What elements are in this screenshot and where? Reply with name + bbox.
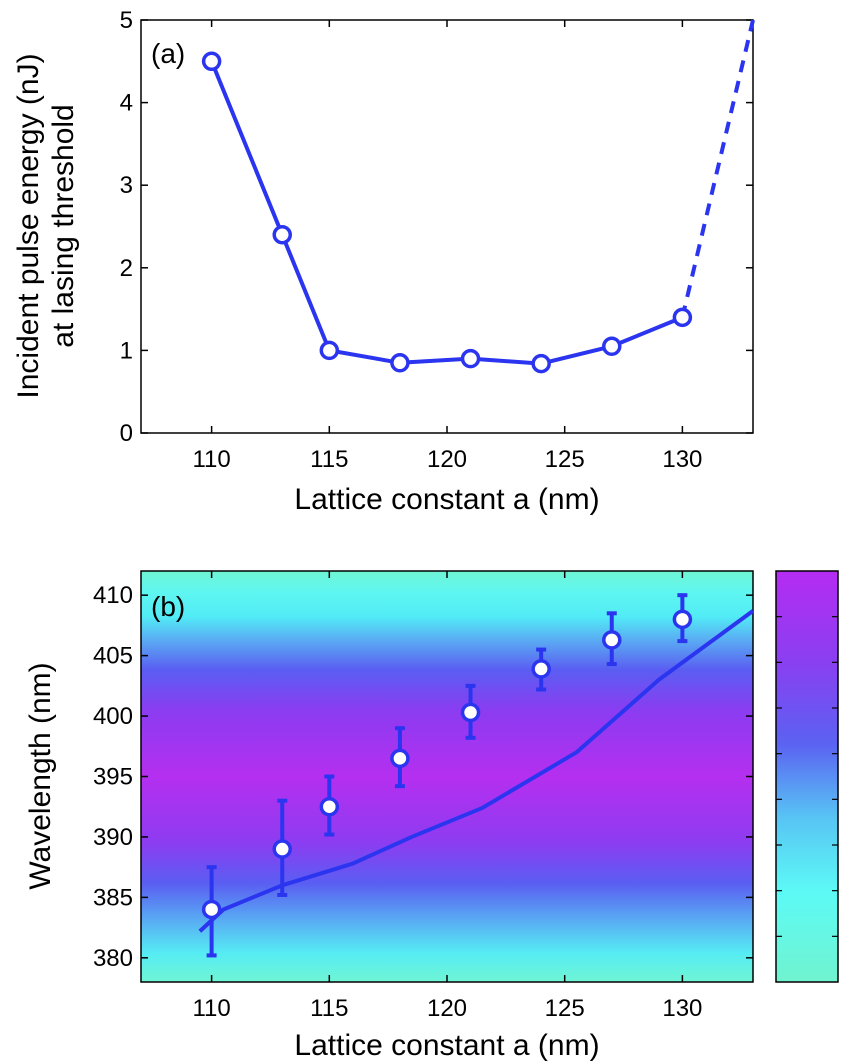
wavelength-data-point bbox=[460, 702, 481, 723]
wavelength-data-point bbox=[272, 839, 292, 859]
panel-a-x-axis-title: Lattice constant a (nm) bbox=[294, 483, 599, 516]
panel-b-x-tick-label: 130 bbox=[662, 995, 702, 1022]
threshold-data-point bbox=[201, 51, 222, 72]
panel-a-threshold-chart: 110 115 120 125 130 0 1 2 3 4 5 (a) Lattice consta… bbox=[12, 7, 755, 516]
panel-a-x-tick-label: 125 bbox=[545, 446, 585, 473]
panel-b-x-tick-label: 115 bbox=[310, 995, 348, 1022]
threshold-data-point bbox=[672, 307, 693, 328]
panel-a-y-tick-label: 1 bbox=[120, 337, 133, 364]
wavelength-data-point bbox=[319, 796, 340, 817]
wavelength-data-point bbox=[602, 630, 622, 650]
panel-b-spectral-map bbox=[141, 571, 753, 982]
wavelength-data-point bbox=[390, 748, 410, 769]
panel-b-y-tick-label: 405 bbox=[93, 643, 133, 670]
threshold-data-point bbox=[531, 353, 551, 374]
panel-b-series bbox=[198, 593, 755, 958]
panel-a-x-tick-label: 115 bbox=[310, 446, 348, 473]
wavelength-data-point bbox=[201, 899, 222, 920]
panel-b-x-tick-label: 120 bbox=[427, 995, 467, 1022]
colorbar-gradient bbox=[775, 570, 839, 983]
panel-b-y-tick-label: 390 bbox=[93, 824, 133, 851]
panel-a-series bbox=[201, 19, 755, 374]
panel-b-y-axis-title: Wavelength (nm) bbox=[24, 662, 57, 889]
panel-b-label: (b) bbox=[151, 591, 185, 622]
panel-a-y-tick-label: 5 bbox=[120, 7, 133, 34]
wavelength-data-point bbox=[531, 659, 551, 679]
panel-a-y-tick-label: 4 bbox=[120, 90, 133, 117]
panel-b-x-axis-title: Lattice constant a (nm) bbox=[294, 1029, 599, 1062]
wavelength-model-line bbox=[198, 609, 755, 933]
panel-a-y-tick-label: 2 bbox=[120, 255, 133, 282]
panel-b-ticks bbox=[141, 571, 753, 982]
panel-b-y-tick-label: 385 bbox=[93, 884, 133, 911]
panel-a-ticks bbox=[141, 19, 753, 434]
threshold-data-point bbox=[460, 348, 481, 369]
panel-b-y-tick-label: 400 bbox=[93, 703, 133, 730]
panel-a-x-tick-label: 110 bbox=[192, 446, 230, 473]
panel-a-y-tick-label: 3 bbox=[120, 172, 133, 199]
threshold-data-point bbox=[319, 340, 340, 361]
panel-a-tick-labels: 110 115 120 125 130 0 1 2 3 4 5 bbox=[120, 7, 703, 473]
threshold-series-line bbox=[209, 60, 684, 366]
panel-a-plot-frame bbox=[140, 19, 754, 434]
wavelength-data-point bbox=[672, 609, 693, 630]
threshold-data-point bbox=[272, 225, 292, 245]
panel-b-y-tick-label: 410 bbox=[93, 582, 133, 609]
panel-a-label: (a) bbox=[151, 38, 185, 69]
panel-a-y-axis-title-line2: at lasing threshold bbox=[47, 104, 80, 348]
colorbar-ticks bbox=[776, 616, 838, 937]
threshold-data-point bbox=[390, 353, 410, 373]
panel-a-y-axis-title-line1: Incident pulse energy (nJ) bbox=[12, 53, 45, 398]
panel-b-y-tick-label: 380 bbox=[93, 945, 133, 972]
panel-a-y-tick-label: 0 bbox=[120, 420, 133, 447]
panel-b-x-tick-label: 125 bbox=[545, 995, 585, 1022]
threshold-data-point bbox=[602, 336, 622, 357]
panel-b-x-tick-label: 110 bbox=[192, 995, 230, 1022]
colorbar bbox=[775, 570, 839, 983]
panel-a-x-tick-label: 120 bbox=[427, 446, 467, 473]
panel-b-y-tick-label: 395 bbox=[93, 764, 133, 791]
panel-a-x-tick-label: 130 bbox=[662, 446, 702, 473]
panel-b-wavelength-chart: 110 115 120 125 130 380 385 390 395 400 405 410 (b)… bbox=[24, 570, 839, 1062]
threshold-extrapolation-dashed-line bbox=[680, 19, 755, 318]
panel-b-tick-labels: 110 115 120 125 130 380 385 390 395 400 405 410 bbox=[93, 582, 702, 1022]
